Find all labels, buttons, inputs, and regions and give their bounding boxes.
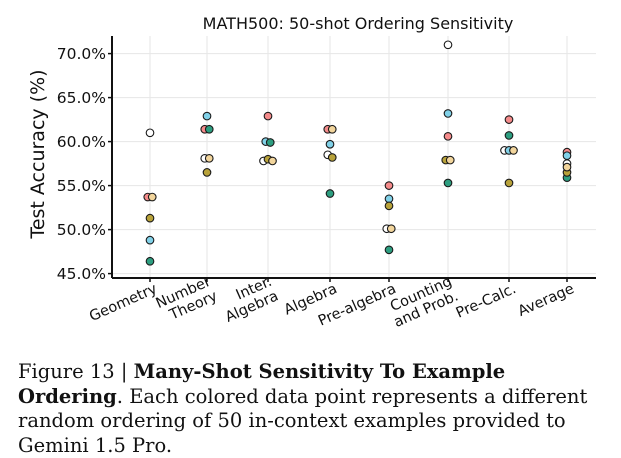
x-tick-label: Average [516,281,577,320]
caption-bold-title: Many-Shot Sensitivity To Example Orderin… [18,360,506,408]
data-point [145,256,155,266]
data-point [327,124,337,134]
tick-labels: 45.0% 50.0% 55.0% 60.0% 65.0% 70.0% GeometryNu… [57,45,577,331]
data-point [325,189,335,198]
data-point [204,124,214,134]
data-point [265,138,275,147]
data-point [204,153,214,163]
data-point [147,192,157,202]
data-point [202,168,212,177]
grid [112,36,596,278]
data-point [504,115,514,124]
data-point [445,155,455,165]
y-tick-label: 45.0% [57,265,106,283]
x-tick-label: Countingand Prob. [385,274,461,331]
data-point [384,245,394,255]
x-tick-label: Pre-Calc. [454,281,519,322]
chart: 45.0% 50.0% 55.0% 60.0% 65.0% 70.0% GeometryNu… [27,14,596,331]
data-point [504,131,514,140]
x-tick-label: Geometry [87,281,160,325]
data-point [202,111,212,121]
data-point [386,224,396,234]
y-axis-label: Test Accuracy (%) [27,69,49,239]
data-points [143,40,572,266]
x-tick-label: Inter.Algebra [217,274,281,326]
data-point [145,128,155,138]
x-tick-label: NumberTheory [154,274,221,327]
data-point [268,156,277,166]
y-tick-label: 55.0% [57,177,106,195]
y-tick-label: 70.0% [57,45,106,63]
data-point [327,153,337,162]
caption-label: Figure 13 | [18,360,134,383]
data-point [562,151,572,161]
data-point [443,178,453,188]
y-tick-label: 50.0% [57,221,106,239]
data-point [384,194,394,204]
chart-title: MATH500: 50-shot Ordering Sensitivity [203,14,514,33]
axes [108,36,596,282]
data-point [145,213,155,223]
data-point [384,181,394,190]
data-point [504,178,514,188]
figure-caption: Figure 13 | Many-Shot Sensitivity To Exa… [18,360,614,458]
data-point [562,162,572,172]
data-point [263,111,273,121]
data-point [325,139,335,149]
data-point [443,40,453,50]
data-point [145,235,155,245]
data-point [509,146,518,155]
data-point [443,131,453,141]
y-tick-label: 65.0% [57,89,106,107]
y-tick-label: 60.0% [57,133,106,151]
data-point [443,109,453,118]
data-point [384,201,394,211]
